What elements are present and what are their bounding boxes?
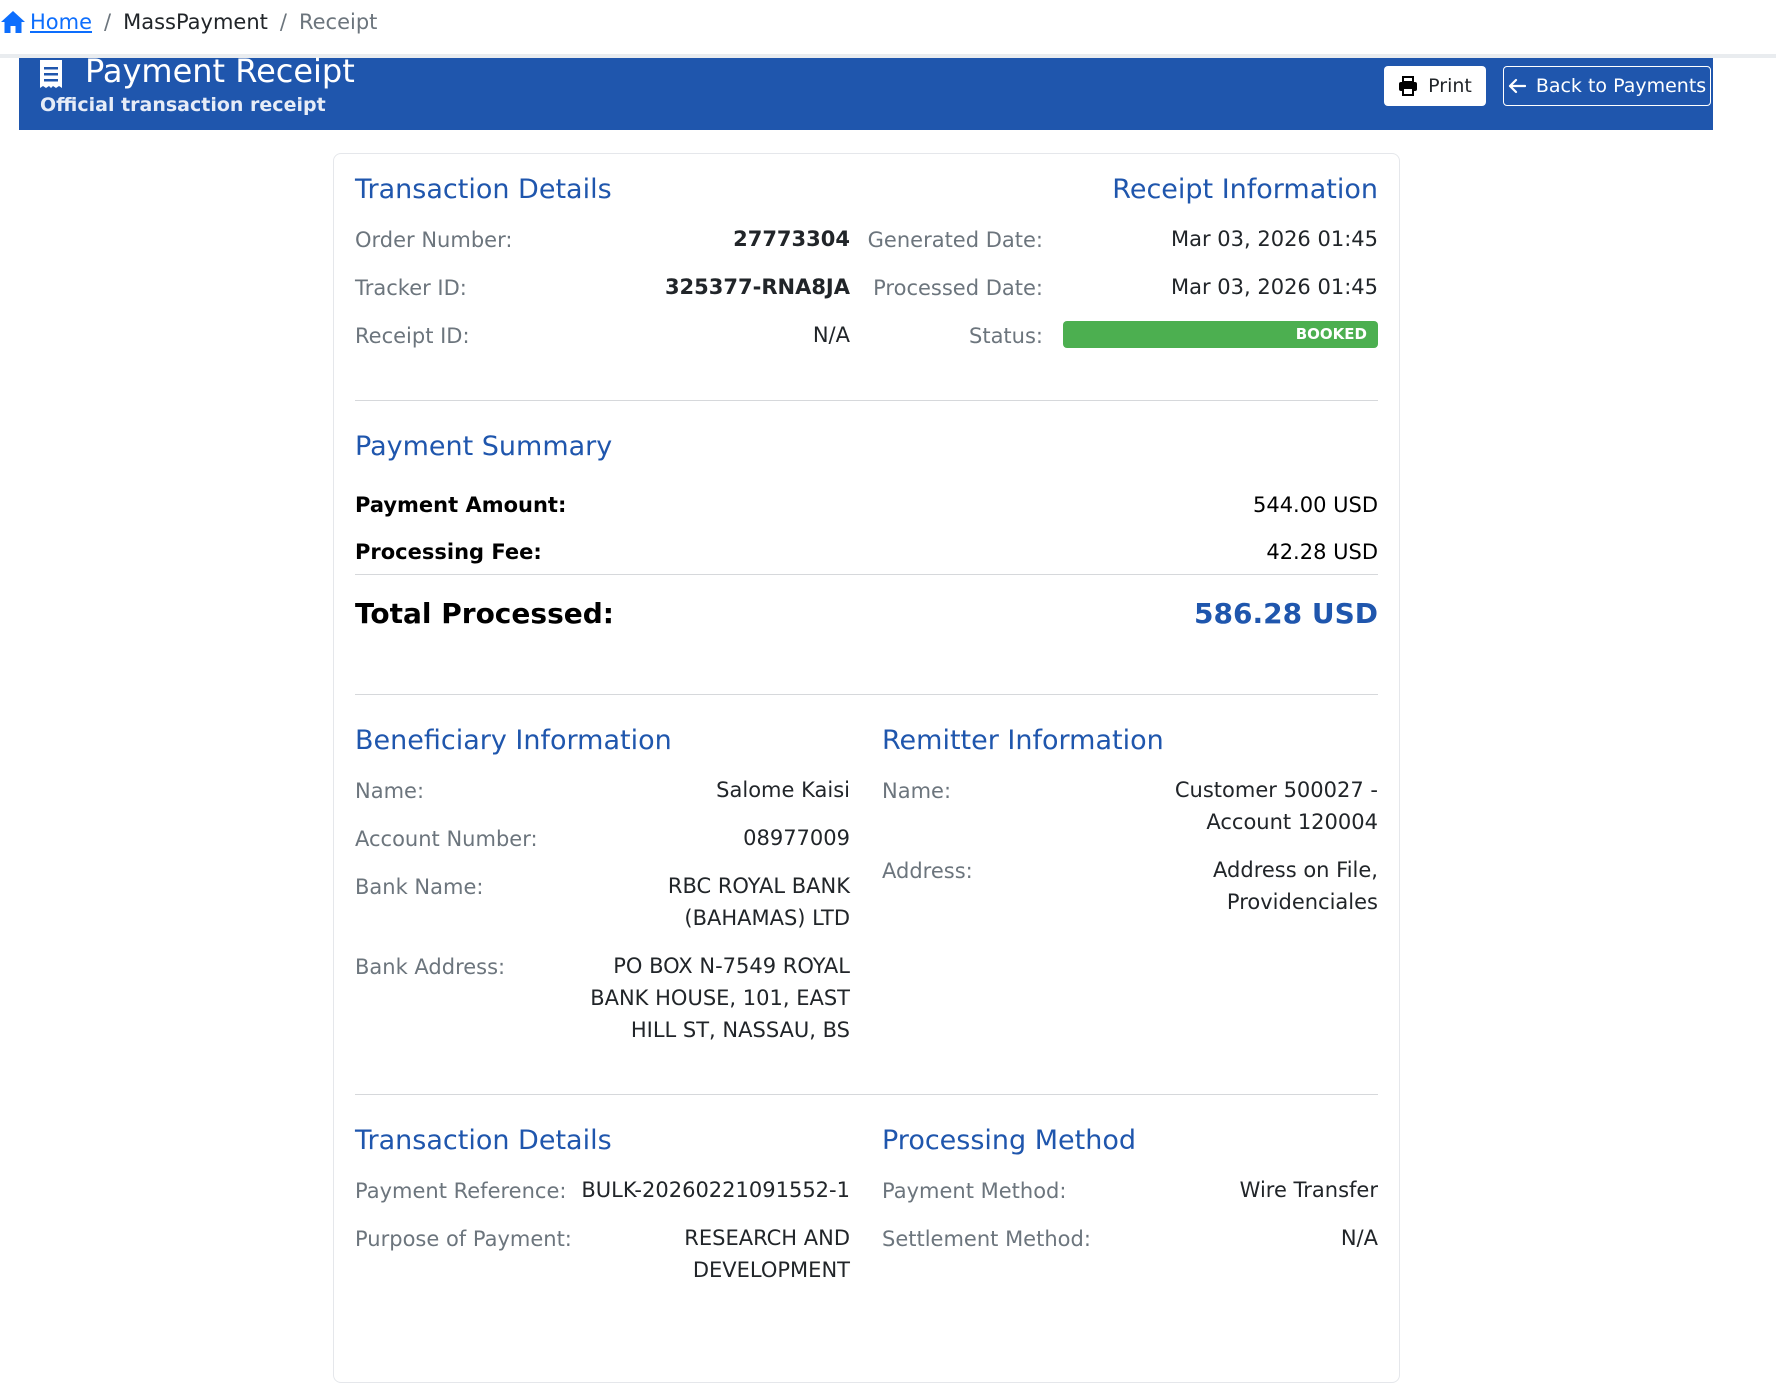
payment-method-label: Payment Method: — [882, 1179, 1067, 1203]
payment-amount-value: 544.00 USD — [1252, 493, 1378, 517]
total-processed-value: 586.28 USD — [1194, 597, 1378, 630]
settlement-method-value: N/A — [1340, 1226, 1378, 1250]
status-badge: BOOKED — [1063, 321, 1378, 348]
section-divider — [355, 400, 1378, 401]
status-label: Status: — [969, 324, 1043, 348]
breadcrumb: Home / MassPayment / Receipt — [0, 0, 377, 44]
generated-date-label: Generated Date: — [867, 228, 1043, 252]
processing-fee-value: 42.28 USD — [1266, 540, 1378, 564]
breadcrumb-receipt: Receipt — [298, 10, 378, 34]
bank-name-label: Bank Name: — [355, 875, 484, 899]
breadcrumb-separator: / — [104, 10, 112, 34]
total-processed-label: Total Processed: — [355, 597, 614, 630]
remitter-name-label: Name: — [882, 779, 952, 803]
processing-method-title: Processing Method — [882, 1125, 1137, 1156]
remitter-address-value: Address on File, Providenciales — [1213, 858, 1378, 914]
beneficiary-title: Beneficiary Information — [355, 725, 672, 756]
home-icon — [1, 11, 25, 33]
generated-date-value: Mar 03, 2026 01:45 — [1170, 227, 1378, 251]
account-number-label: Account Number: — [355, 827, 538, 851]
transaction-details-title: Transaction Details — [355, 174, 612, 205]
receipt-information-title: Receipt Information — [1112, 174, 1378, 205]
remitter-title: Remitter Information — [882, 725, 1164, 756]
back-to-payments-button[interactable]: Back to Payments — [1503, 66, 1711, 106]
purpose-label: Purpose of Payment: — [355, 1227, 572, 1251]
bank-address-value: PO BOX N-7549 ROYAL BANK HOUSE, 101, EAS… — [590, 954, 850, 1042]
remitter-name-value: Customer 500027 - Account 120004 — [1174, 778, 1378, 834]
processed-date-label: Processed Date: — [873, 276, 1043, 300]
order-number-label: Order Number: — [355, 228, 513, 252]
payment-reference-label: Payment Reference: — [355, 1179, 567, 1203]
arrow-left-icon — [1508, 78, 1526, 94]
processed-date-value: Mar 03, 2026 01:45 — [1170, 275, 1378, 299]
page-header: Payment Receipt Official transaction rec… — [19, 52, 1713, 130]
beneficiary-name-label: Name: — [355, 779, 425, 803]
breadcrumb-home-label[interactable]: Home — [30, 10, 93, 34]
back-label: Back to Payments — [1535, 75, 1707, 97]
tracker-id-label: Tracker ID: — [355, 276, 467, 300]
section-divider — [355, 1094, 1378, 1095]
payment-method-value: Wire Transfer — [1239, 1178, 1378, 1202]
summary-divider — [355, 574, 1378, 575]
payment-summary-title: Payment Summary — [355, 431, 613, 462]
settlement-method-label: Settlement Method: — [882, 1227, 1091, 1251]
order-number-value: 27773304 — [733, 227, 850, 251]
receipt-icon — [40, 60, 62, 88]
tracker-id-value: 325377-RNA8JA — [664, 275, 850, 299]
bank-address-label: Bank Address: — [355, 955, 506, 979]
receipt-id-label: Receipt ID: — [355, 324, 470, 348]
transaction-details-2-title: Transaction Details — [355, 1125, 612, 1156]
bank-name-value: RBC ROYAL BANK (BAHAMAS) LTD — [667, 874, 850, 930]
beneficiary-name-value: Salome Kaisi — [716, 778, 850, 802]
processing-fee-label: Processing Fee: — [355, 540, 542, 564]
payment-reference-value: BULK-20260221091552-1 — [581, 1178, 850, 1202]
receipt-id-value: N/A — [812, 323, 850, 347]
print-button[interactable]: Print — [1384, 66, 1486, 106]
print-label: Print — [1428, 75, 1472, 97]
top-divider — [0, 54, 1776, 58]
remitter-address-label: Address: — [882, 859, 973, 883]
breadcrumb-home-link[interactable]: Home — [0, 10, 92, 34]
printer-icon — [1399, 76, 1418, 96]
section-divider — [355, 694, 1378, 695]
purpose-value: RESEARCH AND DEVELOPMENT — [684, 1226, 850, 1282]
breadcrumb-masspayment[interactable]: MassPayment — [123, 10, 268, 34]
account-number-value: 08977009 — [743, 826, 850, 850]
page-subtitle: Official transaction receipt — [40, 94, 326, 116]
receipt-card: Transaction Details Order Number: 277733… — [333, 153, 1400, 1383]
page-title: Payment Receipt — [85, 52, 355, 90]
breadcrumb-separator: / — [279, 10, 287, 34]
payment-amount-label: Payment Amount: — [355, 493, 567, 517]
